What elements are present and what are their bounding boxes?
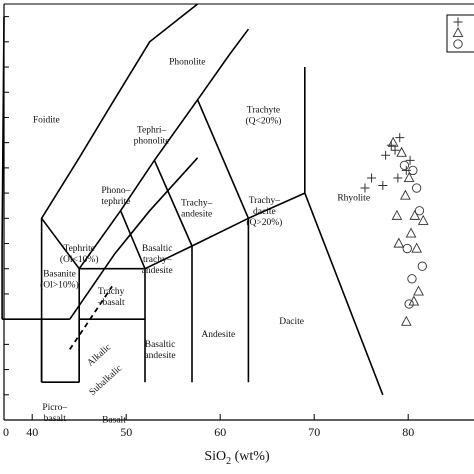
circle-sample-point — [407, 274, 417, 284]
triangle-sample-point — [400, 189, 411, 200]
circle-sample-point — [417, 261, 427, 271]
field-label: Tephrite (Ol<10%) — [60, 244, 99, 265]
field-boundary-line — [196, 99, 250, 219]
alkalic-subalkalic-label: Alkalic — [86, 342, 113, 368]
legend-triangle-marker — [452, 27, 464, 38]
plus-sample-point — [405, 155, 415, 165]
legend-plus-marker — [453, 17, 463, 27]
axis-frame — [3, 3, 474, 421]
y-axis-ticks — [4, 16, 9, 396]
triangle-sample-point — [400, 315, 412, 326]
triangle-sample-point — [387, 136, 399, 147]
triangle-sample-point — [413, 285, 424, 296]
x-tick-label: 80 — [402, 425, 414, 439]
plus-sample-point — [393, 173, 403, 183]
field-label: Trachy– andesite — [181, 199, 213, 220]
legend — [446, 14, 474, 53]
field-label: Trachy –basalt — [97, 287, 125, 308]
field-label: Trachy– dacite (Q>20%) — [246, 196, 282, 228]
triangle-sample-point — [405, 227, 417, 238]
x-axis-ticks: 40 50 60 70 80 0 — [3, 414, 414, 439]
x-tick-label: 50 — [120, 425, 132, 439]
field-label: Tephri– phonolite — [134, 126, 170, 147]
field-label: Basaltic trachy– andesite — [142, 244, 173, 276]
field-label: Foidite — [33, 115, 60, 125]
field-label: Picro– basalt — [42, 403, 67, 424]
field-label: Dacite — [279, 317, 304, 327]
triangle-sample-point — [411, 242, 423, 253]
field-boundary-line — [78, 28, 250, 270]
field-boundary-line — [1, 16, 5, 320]
triangle-sample-point — [391, 209, 403, 220]
circle-sample-point — [408, 165, 418, 176]
plus-sample-point — [401, 165, 411, 175]
field-boundary-line — [40, 217, 80, 383]
plus-sample-point — [381, 150, 391, 160]
field-label: Trachyte (Q<20%) — [245, 105, 281, 126]
triangle-sample-point — [393, 237, 405, 248]
triangle-sample-point — [417, 214, 429, 225]
field-boundary-line — [69, 157, 199, 320]
circle-sample-point — [404, 299, 414, 309]
plus-sample-point — [378, 181, 388, 191]
field-label: Phonolite — [169, 58, 205, 68]
plus-sample-point — [390, 145, 400, 155]
x-tick-label-edge: 0 — [3, 425, 9, 439]
legend-circle-marker — [453, 39, 463, 49]
plus-sample-point — [367, 173, 377, 183]
field-label: Basaltic andesite — [144, 340, 175, 361]
triangle-sample-point — [408, 295, 420, 306]
field-boundary-line — [153, 159, 193, 247]
field-boundary-line — [78, 318, 145, 383]
field-label: Phono– tephrite — [101, 186, 130, 207]
circle-sample-point — [412, 183, 422, 193]
field-boundary-line — [144, 192, 306, 270]
plus-sample-point — [395, 133, 405, 143]
plus-sample-point — [360, 183, 370, 193]
triangle-sample-point — [409, 209, 421, 220]
triangle-sample-point — [396, 146, 407, 157]
field-boundary-line — [119, 210, 146, 270]
x-tick-label: 60 — [214, 425, 226, 439]
field-label: Basalt — [102, 416, 126, 426]
sample-points — [360, 133, 429, 326]
x-tick-label: 70 — [308, 425, 320, 439]
circle-sample-point — [399, 160, 410, 171]
field-boundaries — [1, 3, 384, 396]
field-label: Rhyolite — [337, 194, 370, 204]
field-label: Andesite — [201, 330, 235, 340]
triangle-sample-point — [403, 172, 415, 183]
circle-sample-point — [414, 206, 425, 216]
circle-sample-point — [402, 243, 412, 254]
alkalic-subalkalic-label: Subalkalic — [88, 364, 124, 398]
field-label: Basanite (Ol>10%) — [40, 269, 79, 290]
plus-sample-point — [386, 140, 396, 150]
x-axis-title: SiO2 (wt%) — [204, 449, 270, 467]
alkalic-subalkalic-divider — [69, 285, 113, 350]
field-boundary-line — [304, 192, 384, 396]
x-tick-label: 40 — [26, 425, 38, 439]
field-boundary-line — [40, 3, 199, 383]
